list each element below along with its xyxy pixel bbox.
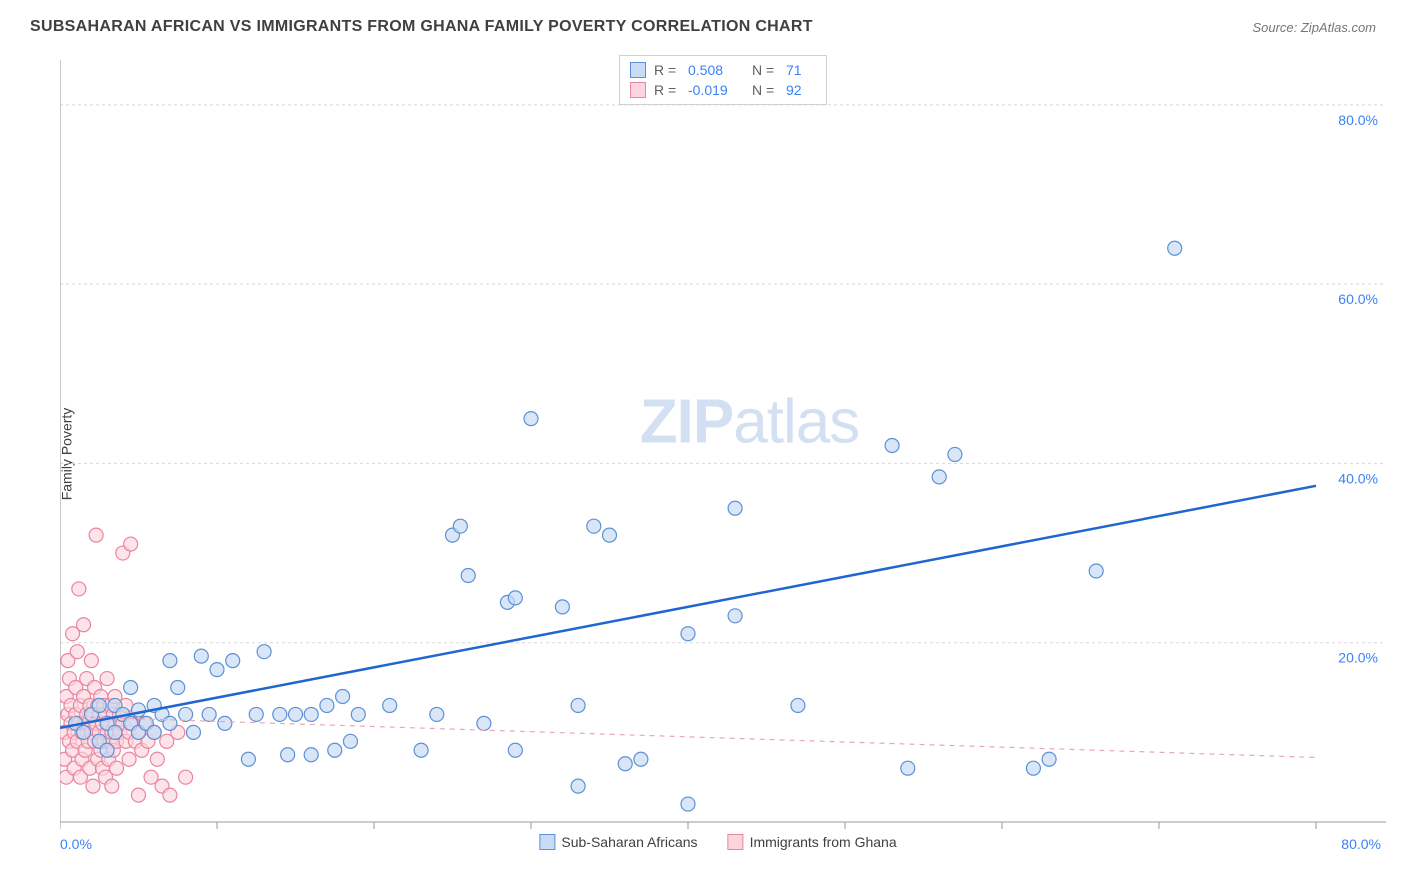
stat-n-value: 92 xyxy=(786,82,816,98)
legend-item: Immigrants from Ghana xyxy=(728,834,897,850)
chart-title: SUBSAHARAN AFRICAN VS IMMIGRANTS FROM GH… xyxy=(30,18,813,36)
plot-region: 20.0%40.0%60.0%80.0% ZIPatlas R =0.508N … xyxy=(60,55,1386,852)
svg-text:20.0%: 20.0% xyxy=(1338,650,1378,666)
legend-item: Sub-Saharan Africans xyxy=(539,834,697,850)
legend-label: Immigrants from Ghana xyxy=(750,834,897,850)
stat-r-value: 0.508 xyxy=(688,62,744,78)
x-axis-max-label: 80.0% xyxy=(1341,836,1381,852)
chart-legend: Sub-Saharan Africans Immigrants from Ghan… xyxy=(539,834,896,850)
stat-r-value: -0.019 xyxy=(688,82,744,98)
scatter-plot-svg: 20.0% 40.0% 60.0% 80.0% xyxy=(60,55,1386,852)
svg-text:60.0%: 60.0% xyxy=(1338,291,1378,307)
chart-source: Source: ZipAtlas.com xyxy=(1252,20,1376,35)
legend-label: Sub-Saharan Africans xyxy=(561,834,697,850)
stat-r-label: R = xyxy=(654,62,680,78)
correlation-stats-box: R = 0.508 N = 71 R = -0.019 N = 92 xyxy=(619,55,827,105)
svg-text:80.0%: 80.0% xyxy=(1338,112,1378,128)
legend-swatch xyxy=(728,834,744,850)
stats-swatch xyxy=(630,62,646,78)
stats-row: R = 0.508 N = 71 xyxy=(630,60,816,80)
svg-text:40.0%: 40.0% xyxy=(1338,470,1378,486)
x-axis-min-label: 0.0% xyxy=(60,836,92,852)
chart-header: SUBSAHARAN AFRICAN VS IMMIGRANTS FROM GH… xyxy=(0,0,1406,46)
chart-area: Family Poverty 20.0%40.0%60.0%80.0% ZIPa… xyxy=(50,55,1386,852)
stat-n-value: 71 xyxy=(786,62,816,78)
stats-row: R = -0.019 N = 92 xyxy=(630,80,816,100)
legend-swatch xyxy=(539,834,555,850)
stat-n-label: N = xyxy=(752,82,778,98)
stats-swatch xyxy=(630,82,646,98)
stat-r-label: R = xyxy=(654,82,680,98)
stat-n-label: N = xyxy=(752,62,778,78)
